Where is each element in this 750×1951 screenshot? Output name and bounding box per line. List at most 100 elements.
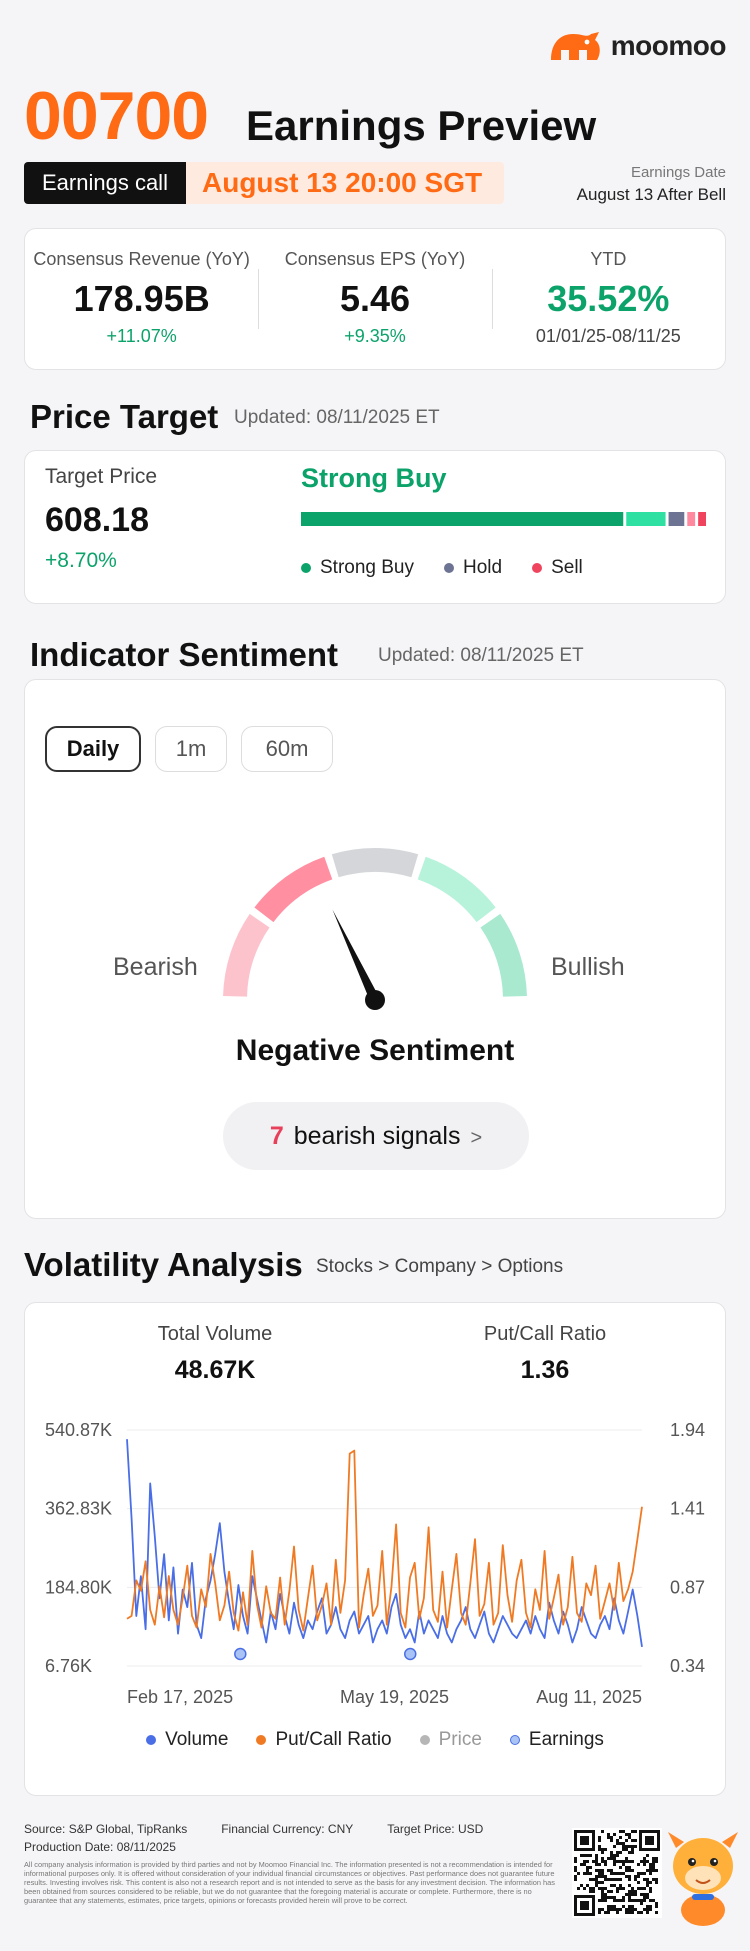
rating-segment [698, 512, 706, 526]
rating-legend: Strong Buy Hold Sell [301, 557, 583, 579]
qr-module [595, 1881, 598, 1884]
qr-module [601, 1857, 604, 1860]
qr-module [649, 1881, 652, 1884]
qr-module [634, 1890, 637, 1893]
qr-module [631, 1851, 634, 1854]
qr-module [622, 1905, 625, 1908]
sentiment-card: Daily 1m 60m Bearish Bullish Negative Se… [24, 679, 726, 1219]
qr-module [595, 1884, 598, 1887]
tab-1m[interactable]: 1m [155, 726, 227, 772]
qr-module [607, 1911, 610, 1914]
qr-module [634, 1893, 637, 1896]
qr-module [619, 1878, 622, 1881]
qr-module [613, 1857, 616, 1860]
qr-module [613, 1863, 616, 1866]
sentiment-gauge [223, 848, 527, 1010]
qr-module [598, 1836, 601, 1839]
left-axis-tick: 184.80K [45, 1577, 112, 1597]
qr-module [643, 1860, 646, 1863]
qr-module [601, 1893, 604, 1896]
qr-module [646, 1908, 649, 1911]
footer-sources: Source: S&P Global, TipRanks Financial C… [24, 1822, 564, 1836]
qr-module [598, 1869, 601, 1872]
qr-module [589, 1887, 592, 1890]
qr-module [643, 1872, 646, 1875]
qr-module [583, 1860, 586, 1863]
qr-module [583, 1854, 586, 1857]
footer-production-date: Production Date: 08/11/2025 [24, 1840, 176, 1854]
qr-module [592, 1878, 595, 1881]
volatility-breadcrumb[interactable]: Stocks > Company > Options [316, 1256, 564, 1277]
qr-module [655, 1857, 658, 1860]
qr-module [625, 1848, 628, 1851]
qr-module [634, 1899, 637, 1902]
qr-module [580, 1884, 583, 1887]
qr-module [610, 1896, 613, 1899]
qr-module [649, 1890, 652, 1893]
tab-daily[interactable]: Daily [45, 726, 141, 772]
tab-60m[interactable]: 60m [241, 726, 333, 772]
qr-module [607, 1833, 610, 1836]
qr-module [601, 1830, 604, 1833]
bearish-signals-button[interactable]: 7 bearish signals > [223, 1102, 529, 1170]
target-price-value: 608.18 [45, 501, 149, 539]
qr-module [619, 1830, 622, 1833]
qr-module [586, 1872, 589, 1875]
qr-module [595, 1860, 598, 1863]
x-axis-tick: Feb 17, 2025 [127, 1687, 233, 1707]
qr-module [643, 1893, 646, 1896]
qr-module [610, 1872, 613, 1875]
qr-module [601, 1887, 604, 1890]
signal-count: 7 [269, 1122, 284, 1150]
put-call-label: Put/Call Ratio [483, 1323, 607, 1345]
qr-module [595, 1878, 598, 1881]
metric-value: 5.46 [339, 278, 411, 319]
legend-dot [301, 563, 311, 573]
qr-module [652, 1860, 655, 1863]
qr-module [610, 1869, 613, 1872]
qr-module [625, 1860, 628, 1863]
qr-module [646, 1878, 649, 1881]
qr-module [625, 1893, 628, 1896]
qr-module [607, 1869, 610, 1872]
qr-module [574, 1866, 577, 1869]
qr-module [634, 1839, 637, 1842]
put-call-stat: Put/Call Ratio 1.36 [445, 1323, 645, 1385]
qr-module [625, 1857, 628, 1860]
qr-module [607, 1878, 610, 1881]
qr-module [652, 1866, 655, 1869]
qr-module [589, 1878, 592, 1881]
qr-module [646, 1896, 649, 1899]
qr-module [628, 1833, 631, 1836]
right-axis-tick: 0.34 [670, 1656, 705, 1676]
page-title: Earnings Preview [246, 102, 597, 149]
qr-module [577, 1887, 580, 1890]
qr-module [589, 1872, 592, 1875]
qr-module [616, 1890, 619, 1893]
qr-module [598, 1863, 601, 1866]
right-axis-tick: 1.94 [670, 1420, 705, 1440]
qr-module [655, 1878, 658, 1881]
qr-finder-core [645, 1836, 654, 1845]
legend-volume: Volume [146, 1729, 228, 1751]
qr-module [640, 1893, 643, 1896]
legend-label: Strong Buy [320, 557, 414, 578]
qr-module [637, 1875, 640, 1878]
qr-module [619, 1851, 622, 1854]
qr-module [574, 1869, 577, 1872]
signal-text: bearish signals [293, 1122, 461, 1150]
qr-module [631, 1860, 634, 1863]
x-axis-tick: May 19, 2025 [340, 1687, 449, 1707]
gauge-segment [223, 913, 270, 997]
qr-module [574, 1878, 577, 1881]
qr-module [598, 1848, 601, 1851]
qr-module [604, 1878, 607, 1881]
legend-dot [146, 1735, 157, 1745]
qr-module [640, 1911, 643, 1914]
qr-module [586, 1869, 589, 1872]
qr-module [598, 1908, 601, 1911]
price-target-title: Price Target [30, 398, 219, 435]
put-call-series-line [126, 1449, 643, 1632]
qr-module [628, 1896, 631, 1899]
legend-dot [256, 1735, 267, 1745]
